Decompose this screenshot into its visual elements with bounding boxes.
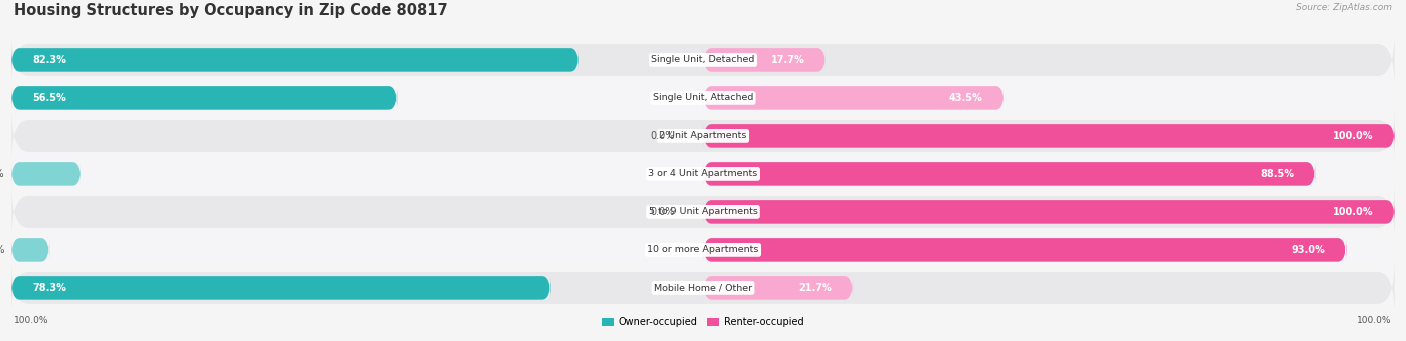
FancyBboxPatch shape bbox=[11, 182, 1395, 241]
FancyBboxPatch shape bbox=[11, 106, 1395, 165]
Text: 43.5%: 43.5% bbox=[949, 93, 983, 103]
Text: Housing Structures by Occupancy in Zip Code 80817: Housing Structures by Occupancy in Zip C… bbox=[14, 3, 447, 18]
Text: Source: ZipAtlas.com: Source: ZipAtlas.com bbox=[1296, 3, 1392, 12]
FancyBboxPatch shape bbox=[11, 162, 82, 186]
FancyBboxPatch shape bbox=[11, 276, 550, 300]
Text: Single Unit, Attached: Single Unit, Attached bbox=[652, 93, 754, 102]
Text: Mobile Home / Other: Mobile Home / Other bbox=[654, 283, 752, 292]
Text: 100.0%: 100.0% bbox=[1333, 131, 1374, 141]
FancyBboxPatch shape bbox=[11, 220, 1395, 280]
Text: 10 or more Apartments: 10 or more Apartments bbox=[647, 246, 759, 254]
FancyBboxPatch shape bbox=[703, 200, 1395, 224]
FancyBboxPatch shape bbox=[11, 30, 1395, 90]
Text: 21.7%: 21.7% bbox=[799, 283, 832, 293]
Text: 100.0%: 100.0% bbox=[14, 316, 49, 325]
FancyBboxPatch shape bbox=[703, 86, 1004, 110]
FancyBboxPatch shape bbox=[11, 68, 1395, 128]
Text: 7.0%: 7.0% bbox=[0, 245, 4, 255]
Text: 17.7%: 17.7% bbox=[770, 55, 804, 65]
FancyBboxPatch shape bbox=[11, 238, 49, 262]
Text: 88.5%: 88.5% bbox=[1260, 169, 1294, 179]
Text: 93.0%: 93.0% bbox=[1292, 245, 1326, 255]
Text: 100.0%: 100.0% bbox=[1333, 207, 1374, 217]
Text: 5 to 9 Unit Apartments: 5 to 9 Unit Apartments bbox=[648, 207, 758, 217]
Text: 0.0%: 0.0% bbox=[651, 131, 675, 141]
FancyBboxPatch shape bbox=[11, 258, 1395, 317]
Text: 78.3%: 78.3% bbox=[32, 283, 66, 293]
Text: 2 Unit Apartments: 2 Unit Apartments bbox=[659, 131, 747, 140]
Legend: Owner-occupied, Renter-occupied: Owner-occupied, Renter-occupied bbox=[599, 313, 807, 331]
FancyBboxPatch shape bbox=[703, 124, 1395, 148]
FancyBboxPatch shape bbox=[703, 48, 825, 72]
Text: 3 or 4 Unit Apartments: 3 or 4 Unit Apartments bbox=[648, 169, 758, 178]
Text: Single Unit, Detached: Single Unit, Detached bbox=[651, 56, 755, 64]
Text: 11.5%: 11.5% bbox=[0, 169, 4, 179]
Text: 100.0%: 100.0% bbox=[1357, 316, 1392, 325]
FancyBboxPatch shape bbox=[703, 238, 1347, 262]
Text: 56.5%: 56.5% bbox=[32, 93, 66, 103]
Text: 82.3%: 82.3% bbox=[32, 55, 66, 65]
FancyBboxPatch shape bbox=[11, 48, 579, 72]
FancyBboxPatch shape bbox=[11, 86, 398, 110]
FancyBboxPatch shape bbox=[703, 276, 853, 300]
FancyBboxPatch shape bbox=[703, 162, 1315, 186]
FancyBboxPatch shape bbox=[11, 144, 1395, 204]
Text: 0.0%: 0.0% bbox=[651, 207, 675, 217]
